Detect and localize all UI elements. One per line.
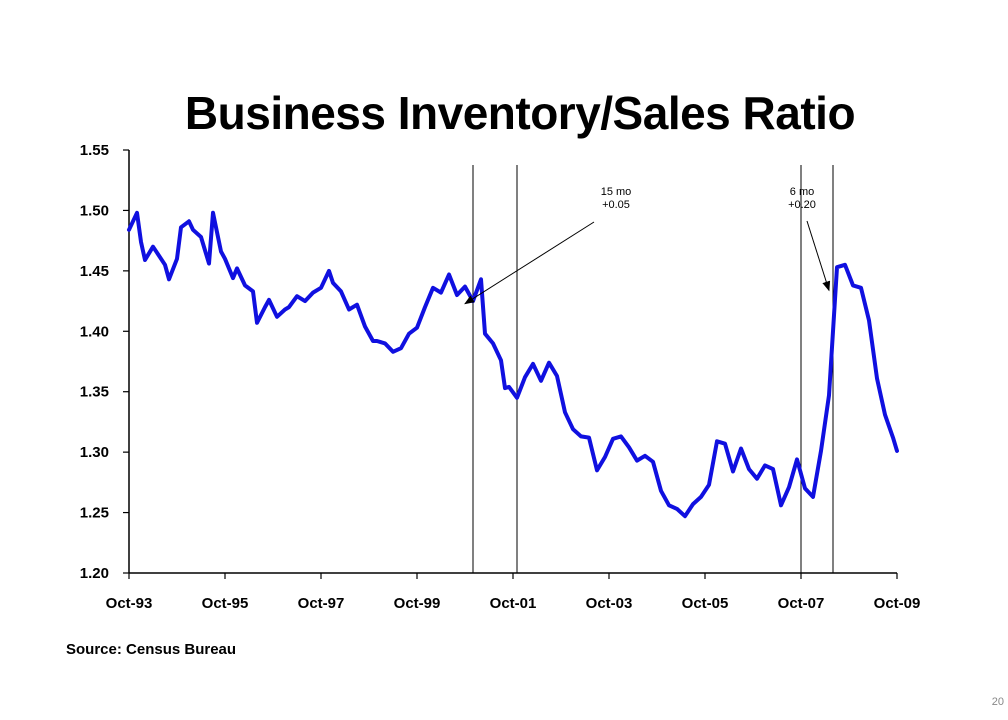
x-tick-label: Oct-95 [202,595,249,612]
y-tick-label: 1.20 [80,565,109,582]
annotation-arrow [464,221,595,305]
y-tick-label: 1.45 [80,263,109,280]
x-tick-label: Oct-97 [298,595,345,612]
source-note: Source: Census Bureau [66,641,237,658]
recession-markers [472,165,834,573]
y-tick-label: 1.35 [80,384,109,401]
x-tick-label: Oct-03 [586,595,633,612]
chart-axes: 1.20 1.25 1.30 1.35 1.40 1.45 1.50 1.55 Oct-93 Oc… [80,142,921,612]
series-line [127,210,899,519]
annotation-change: +0.05 [602,199,630,211]
y-tick-label: 1.25 [80,505,109,522]
page-number: 20 [991,696,1004,708]
annotation-duration: 6 mo [790,186,814,198]
annotation-arrow [806,220,831,292]
data-series [127,210,899,519]
y-tick-label: 1.30 [80,444,109,461]
x-tick-label: Oct-09 [874,595,921,612]
x-tick-label: Oct-93 [106,595,153,612]
annotations: 15 mo+0.05 6 mo+0.20 [464,186,831,305]
x-tick-label: Oct-01 [490,595,537,612]
y-tick-label: 1.55 [80,142,109,159]
chart-title: Business Inventory/Sales Ratio [184,87,856,139]
x-tick-label: Oct-99 [394,595,441,612]
annotation-change: +0.20 [788,199,816,211]
x-tick-label: Oct-05 [682,595,729,612]
y-tick-label: 1.50 [80,202,109,219]
x-tick-label: Oct-07 [778,595,825,612]
y-tick-label: 1.40 [80,323,109,340]
annotation-duration: 15 mo [601,186,632,198]
